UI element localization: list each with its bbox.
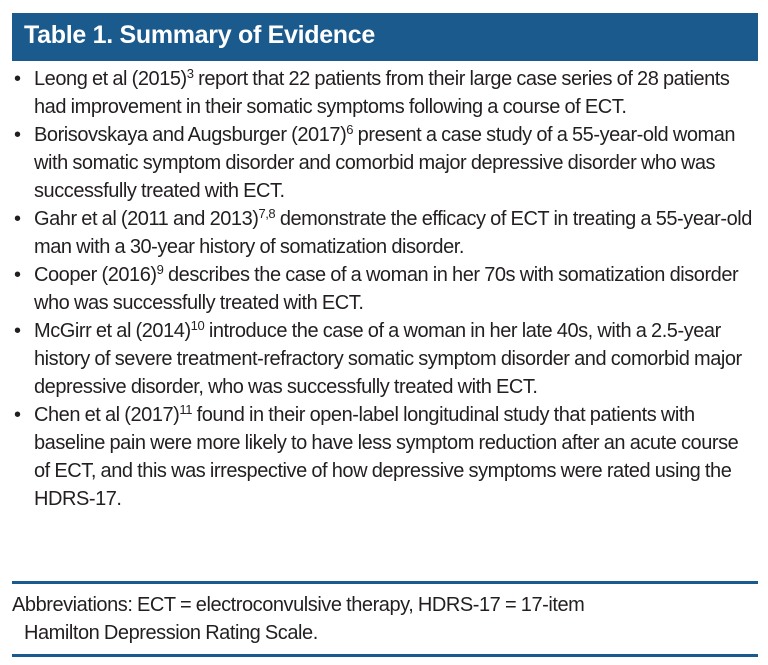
list-item: • Gahr et al (2011 and 2013)7,8 demonstra… <box>12 205 758 261</box>
item-text: introduce the case of a woman in her lat… <box>34 320 742 398</box>
table-title: Table 1. Summary of Evidence <box>24 21 375 49</box>
reference-number: 11 <box>179 402 193 417</box>
citation: Gahr et al (2011 and 2013) <box>34 208 259 230</box>
reference-number: 3 <box>186 66 194 81</box>
bullet-icon: • <box>14 320 21 342</box>
item-text: found in their open-label longitudinal s… <box>34 404 739 510</box>
list-item: • Chen et al (2017)11 found in their open… <box>12 401 758 513</box>
citation: Chen et al (2017) <box>34 404 180 426</box>
list-item: • Cooper (2016)9 describes the case of a … <box>12 261 758 317</box>
bullet-icon: • <box>14 264 21 286</box>
abbreviations-line-2: Hamilton Depression Rating Scale. <box>24 622 318 644</box>
citation: Borisovskaya and Augsburger (2017) <box>34 124 347 146</box>
reference-number: 10 <box>190 318 205 333</box>
reference-number: 9 <box>156 262 164 277</box>
evidence-list: • Leong et al (2015)3 report that 22 pati… <box>12 65 758 513</box>
citation: Leong et al (2015) <box>34 68 187 90</box>
item-text: present a case study of a 55-year-old wo… <box>34 124 736 202</box>
citation: Cooper (2016) <box>34 264 157 286</box>
list-item: • McGirr et al (2014)10 introduce the cas… <box>12 317 758 401</box>
table-title-bar: Table 1. Summary of Evidence <box>12 13 758 61</box>
item-text: demonstrate the efficacy of ECT in treat… <box>34 208 752 258</box>
bullet-icon: • <box>14 124 21 146</box>
reference-number: 7,8 <box>258 206 276 221</box>
abbreviations-note: Abbreviations: ECT = electroconvulsive t… <box>12 591 758 647</box>
item-text: describes the case of a woman in her 70s… <box>34 264 739 314</box>
reference-number: 6 <box>346 122 354 137</box>
citation: McGirr et al (2014) <box>34 320 191 342</box>
bullet-icon: • <box>14 208 21 230</box>
bullet-icon: • <box>14 404 21 426</box>
abbreviations-line-1: Abbreviations: ECT = electroconvulsive t… <box>12 594 585 616</box>
bottom-rule <box>12 654 758 657</box>
list-item: • Leong et al (2015)3 report that 22 pati… <box>12 65 758 121</box>
bullet-icon: • <box>14 68 21 90</box>
list-item: • Borisovskaya and Augsburger (2017)6 pre… <box>12 121 758 205</box>
divider-rule <box>12 581 758 584</box>
item-text: report that 22 patients from their large… <box>34 68 730 118</box>
